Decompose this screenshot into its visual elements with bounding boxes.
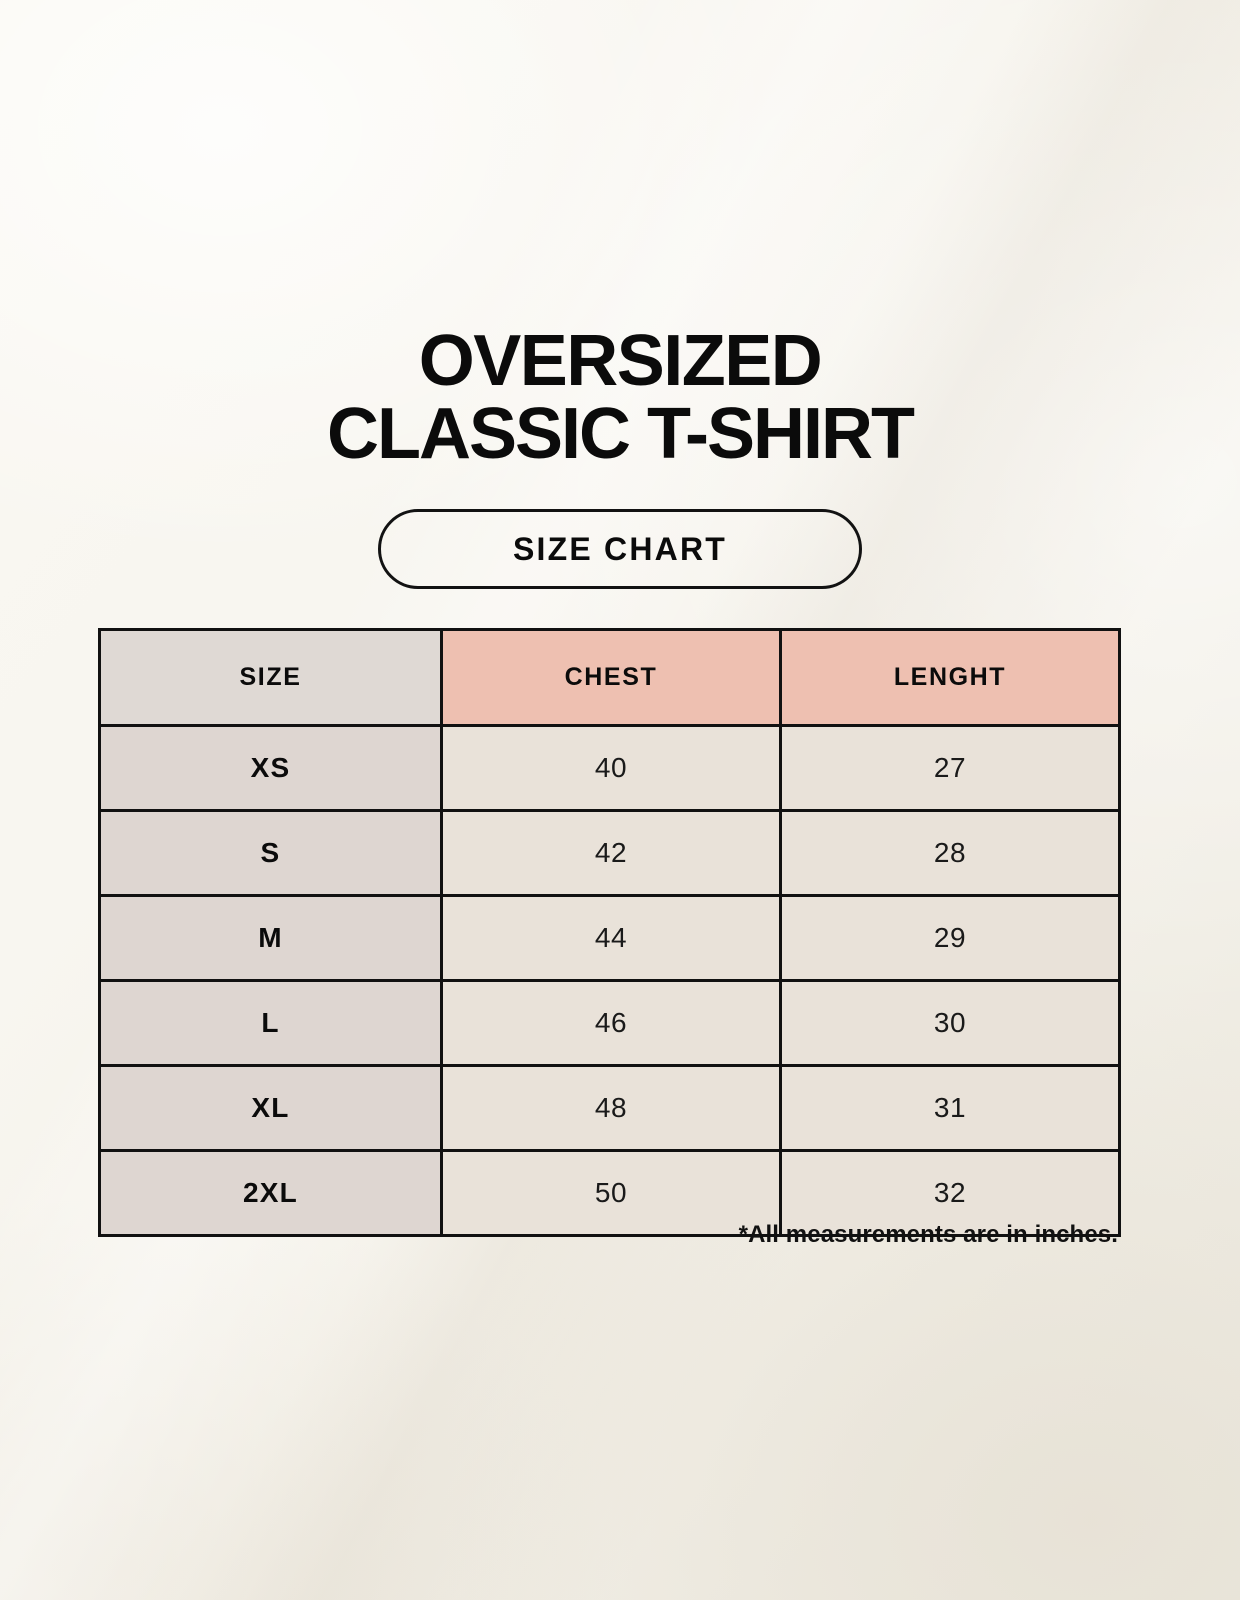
size-chart-badge: SIZE CHART xyxy=(378,509,862,589)
cell-length: 30 xyxy=(779,979,1121,1067)
table-body: XS 40 27 S 42 28 M 44 29 L 46 30 XL 48 31 2XL 50 32 xyxy=(98,724,1121,1237)
column-header-chest: CHEST xyxy=(440,628,782,727)
cell-length: 32 xyxy=(779,1149,1121,1237)
size-table-container: SIZE CHEST LENGHT XS 40 27 S 42 28 M 44 29 L 46 30 X… xyxy=(98,628,1121,1237)
cell-chest: 48 xyxy=(440,1064,782,1152)
page-title: OVERSIZED CLASSIC T-SHIRT xyxy=(0,321,1240,475)
table-row: XL 48 31 xyxy=(98,1064,1121,1152)
cell-chest: 50 xyxy=(440,1149,782,1237)
cell-length: 27 xyxy=(779,724,1121,812)
title-line-2: CLASSIC T-SHIRT xyxy=(326,394,915,475)
cell-size: 2XL xyxy=(98,1149,443,1237)
table-header-row: SIZE CHEST LENGHT xyxy=(98,628,1121,727)
column-header-length: LENGHT xyxy=(779,628,1121,727)
cell-length: 28 xyxy=(779,809,1121,897)
table-row: M 44 29 xyxy=(98,894,1121,982)
table-row: S 42 28 xyxy=(98,809,1121,897)
cell-size: S xyxy=(98,809,443,897)
cell-chest: 40 xyxy=(440,724,782,812)
cell-length: 29 xyxy=(779,894,1121,982)
measurement-footnote: *All measurements are in inches. xyxy=(738,1221,1118,1248)
size-table: SIZE CHEST LENGHT XS 40 27 S 42 28 M 44 29 L 46 30 X… xyxy=(98,628,1121,1237)
cell-size: XS xyxy=(98,724,443,812)
table-row: XS 40 27 xyxy=(98,724,1121,812)
column-header-size: SIZE xyxy=(98,628,443,727)
table-row: L 46 30 xyxy=(98,979,1121,1067)
title-line-1: OVERSIZED xyxy=(418,321,823,401)
cell-size: M xyxy=(98,894,443,982)
cell-chest: 46 xyxy=(440,979,782,1067)
cell-size: L xyxy=(98,979,443,1067)
cell-length: 31 xyxy=(779,1064,1121,1152)
cell-chest: 42 xyxy=(440,809,782,897)
table-header: SIZE CHEST LENGHT xyxy=(98,628,1121,727)
table-row: 2XL 50 32 xyxy=(98,1149,1121,1237)
cell-size: XL xyxy=(98,1064,443,1152)
size-chart-badge-label: SIZE CHART xyxy=(513,530,727,567)
cell-chest: 44 xyxy=(440,894,782,982)
